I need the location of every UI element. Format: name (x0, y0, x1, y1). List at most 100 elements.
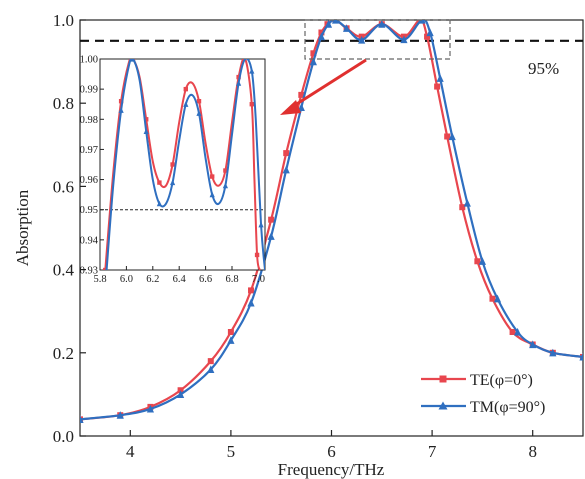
legend-te-marker (439, 375, 447, 383)
data-point-tm (400, 35, 408, 44)
inset-y-tick-label: 0.94 (80, 235, 99, 246)
data-point-tm (207, 365, 215, 374)
inset-y-tick-label: 0.99 (80, 85, 98, 96)
data-point-tm (358, 35, 366, 44)
x-tick-label: 6 (327, 442, 336, 461)
data-point-tm (317, 32, 326, 41)
inset-data-point-te (196, 99, 202, 104)
data-point-tm (297, 103, 305, 111)
legend: TE(φ=0°) TM(φ=90°) (421, 372, 545, 416)
data-point-te (459, 204, 466, 211)
data-point-tm (80, 415, 84, 423)
inset-y-tick-label: 0.97 (80, 145, 98, 156)
data-point-tm (463, 198, 471, 207)
data-point-tm (378, 20, 386, 28)
data-point-tm (579, 352, 583, 361)
y-tick-label: 0.2 (53, 344, 74, 363)
data-point-te (298, 91, 305, 98)
data-point-tm (549, 348, 557, 357)
inset-y-tick-label: 0.96 (80, 175, 98, 186)
inset-x-tick-label: 5.8 (93, 274, 106, 285)
inset-x-tick-label: 6.4 (173, 274, 187, 285)
inset-data-point-tm (236, 80, 242, 86)
inset-x-tick-label: 7.0 (252, 274, 265, 285)
inset-data-point-te (170, 162, 175, 167)
y-axis-title: Absorption (13, 189, 32, 266)
inset-data-point-te (144, 117, 149, 122)
legend-item-tm: TM(φ=90°) (421, 399, 545, 416)
data-point-tm (324, 20, 333, 28)
data-point-te (434, 83, 441, 90)
data-point-tm (331, 20, 340, 24)
inset-series-line-tm (105, 59, 265, 270)
inset-data-point-te (157, 180, 162, 185)
legend-tm-marker (438, 401, 448, 410)
inset-data-point-tm (249, 67, 255, 74)
zoom-region-box (304, 19, 451, 60)
data-point-te (177, 387, 184, 394)
main-series-group (80, 20, 583, 423)
zoom-arrow-line (291, 58, 367, 109)
inset-y-tick-label: 0.95 (80, 205, 98, 216)
inset-x-tick-label: 6.0 (120, 274, 133, 285)
inset-data-point-te (183, 86, 188, 92)
data-point-tm (514, 327, 522, 336)
data-point-tm (267, 232, 275, 240)
zoom-arrow-head (280, 100, 301, 115)
inset-data-point-tm (222, 182, 228, 189)
x-axis-title: Frequency/THz (278, 460, 385, 479)
data-point-te (310, 50, 317, 57)
data-point-tm (177, 390, 185, 398)
inset-data-point-tm (258, 221, 264, 228)
x-tick-label: 4 (126, 442, 135, 461)
inset-data-point-te (118, 99, 124, 104)
data-point-te (248, 287, 255, 294)
data-point-tm (426, 28, 434, 37)
data-point-te (424, 33, 431, 40)
x-tick-label: 8 (528, 442, 537, 461)
data-point-te (489, 295, 496, 302)
data-point-te (444, 133, 451, 140)
inset-data-point-tm (143, 128, 149, 134)
data-point-tm (448, 132, 456, 141)
inset-data-point-te (103, 267, 108, 270)
data-point-tm (309, 57, 317, 66)
x-tick-label: 5 (227, 442, 236, 461)
inset-series-line-te (104, 59, 261, 270)
y-tick-label: 0.6 (53, 177, 74, 196)
data-point-tm (342, 24, 351, 32)
inset-data-point-tm (105, 266, 109, 270)
inset-data-point-tm (130, 59, 136, 62)
legend-item-te: TE(φ=0°) (421, 372, 533, 389)
inset-data-point-te (254, 252, 260, 258)
inset-data-point-te (236, 74, 241, 80)
legend-tm-label: TM(φ=90°) (470, 399, 545, 416)
inset-series-group (103, 59, 265, 270)
y-tick-label: 1.0 (53, 11, 74, 30)
data-point-tm (418, 20, 426, 24)
y-tick-label: 0.0 (53, 427, 74, 446)
data-point-tm (227, 336, 235, 344)
data-point-tm (478, 257, 486, 265)
data-point-tm (529, 340, 537, 349)
data-point-tm (146, 404, 155, 413)
y-tick-label: 0.8 (53, 94, 74, 113)
inset-axes-ticks: 5.8 6.0 6.2 6.4 6.6 6.8 7.0 0.93 0.94 0.95 0.96 0.9… (80, 55, 265, 286)
data-point-tm (493, 294, 502, 303)
inset-data-point-te (249, 102, 254, 107)
inset-data-point-tm (170, 179, 176, 186)
inset-data-point-te (223, 168, 228, 173)
data-point-tm (282, 165, 290, 174)
inset-data-point-tm (183, 101, 189, 107)
inset-y-tick-label: 1.00 (80, 55, 98, 66)
data-point-tm (436, 74, 444, 82)
x-tick-label: 7 (428, 442, 437, 461)
data-point-te (227, 329, 234, 335)
data-point-tm (116, 411, 124, 419)
inset-y-tick-label: 0.93 (80, 266, 98, 277)
data-point-te (318, 29, 325, 36)
inset-data-point-tm (118, 107, 124, 113)
data-point-tm (247, 298, 255, 307)
y-tick-label: 0.4 (53, 261, 75, 280)
